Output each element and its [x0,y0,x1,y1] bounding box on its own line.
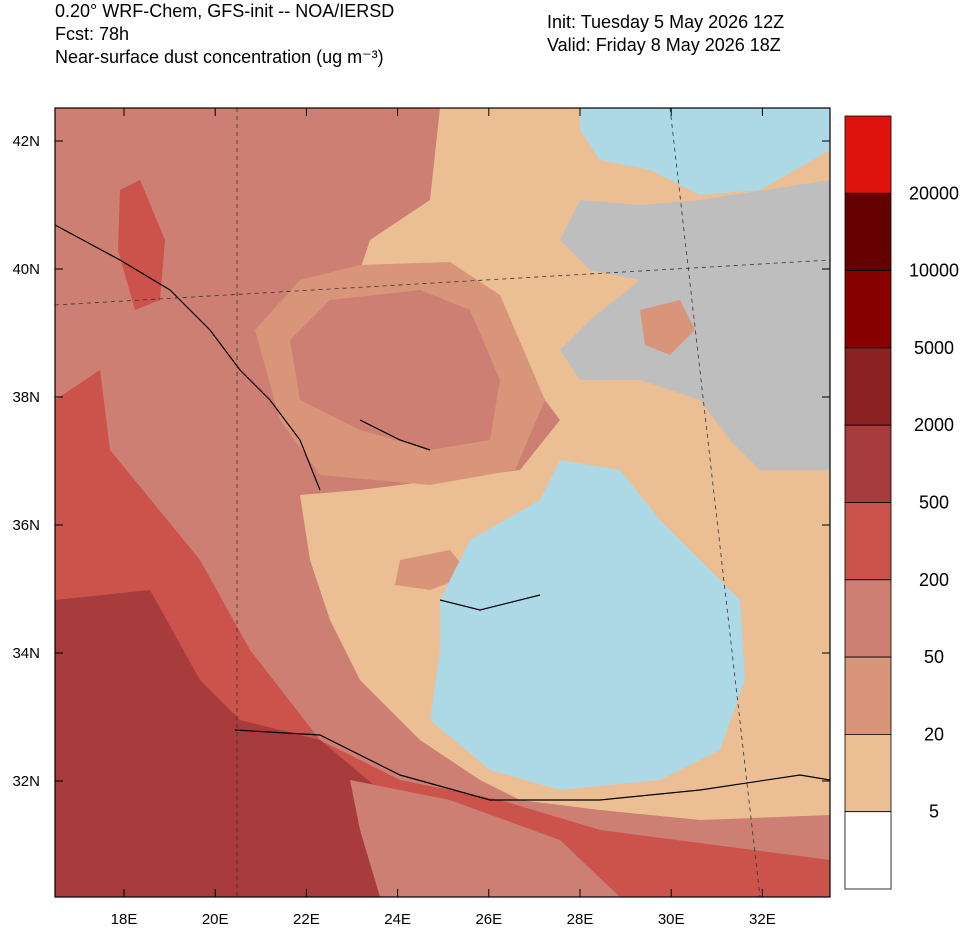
lat-label: 42N [12,133,40,150]
colorbar-label: 2000 [914,415,954,435]
black-sea-clear [580,108,830,195]
title-line: 0.20° WRF-Chem, GFS-init -- NOA/IERSD [55,1,394,21]
colorbar-box [844,270,892,349]
lat-label: 32N [12,773,40,790]
colorbar-box [844,192,892,272]
lon-label: 24E [384,911,411,928]
lon-label: 28E [567,911,594,928]
colorbar-box [844,347,892,426]
colorbar-box [844,734,892,813]
colorbar-label: 20000 [909,183,959,203]
lon-label: 18E [111,911,138,928]
colorbar-box [844,502,892,581]
header: 0.20° WRF-Chem, GFS-init -- NOA/IERSD Fcs… [55,1,784,67]
darkred-region [55,590,600,897]
colorbar: 20000 10000 5000 2000 500 200 50 20 5 [844,115,959,890]
coastline [55,224,830,801]
colorbar-box [844,115,892,194]
lon-label: 26E [475,911,502,928]
title-line: Fcst: 78h [55,24,129,44]
map-frame [54,107,831,898]
colorbar-box [844,656,892,735]
graticule [55,108,830,897]
salmon-strip [350,780,620,897]
inland-region [640,300,695,355]
colorbar-box [844,811,892,890]
colorbar-label: 500 [919,493,949,513]
colorbar-label: 50 [924,647,944,667]
colorbar-label: 200 [919,570,949,590]
colorbar-box [844,579,892,658]
red-patch [118,180,165,310]
valid-time: Valid: Friday 8 May 2026 18Z [547,35,781,55]
lat-label: 38N [12,389,40,406]
lon-label: 30E [658,911,685,928]
axes: 42N 40N 38N 36N 34N 32N 18E 20E 22E 24E 26E 28E 30E 3… [12,108,830,928]
colorbar-label: 5 [929,802,939,822]
lat-label: 34N [12,645,40,662]
colorbar-box [844,424,892,503]
title-line: Near-surface dust concentration (ug m⁻³) [55,47,384,67]
colorbar-label: 10000 [909,261,959,281]
lon-label: 22E [293,911,320,928]
lon-label: 32E [749,911,776,928]
lon-label: 20E [202,911,229,928]
lat-label: 36N [12,517,40,534]
map [55,108,830,897]
lat-label: 40N [12,261,40,278]
colorbar-label: 20 [924,724,944,744]
init-time: Init: Tuesday 5 May 2026 12Z [547,12,784,32]
greece-region [290,290,500,450]
colorbar-label: 5000 [914,338,954,358]
sea-clear [430,460,745,790]
